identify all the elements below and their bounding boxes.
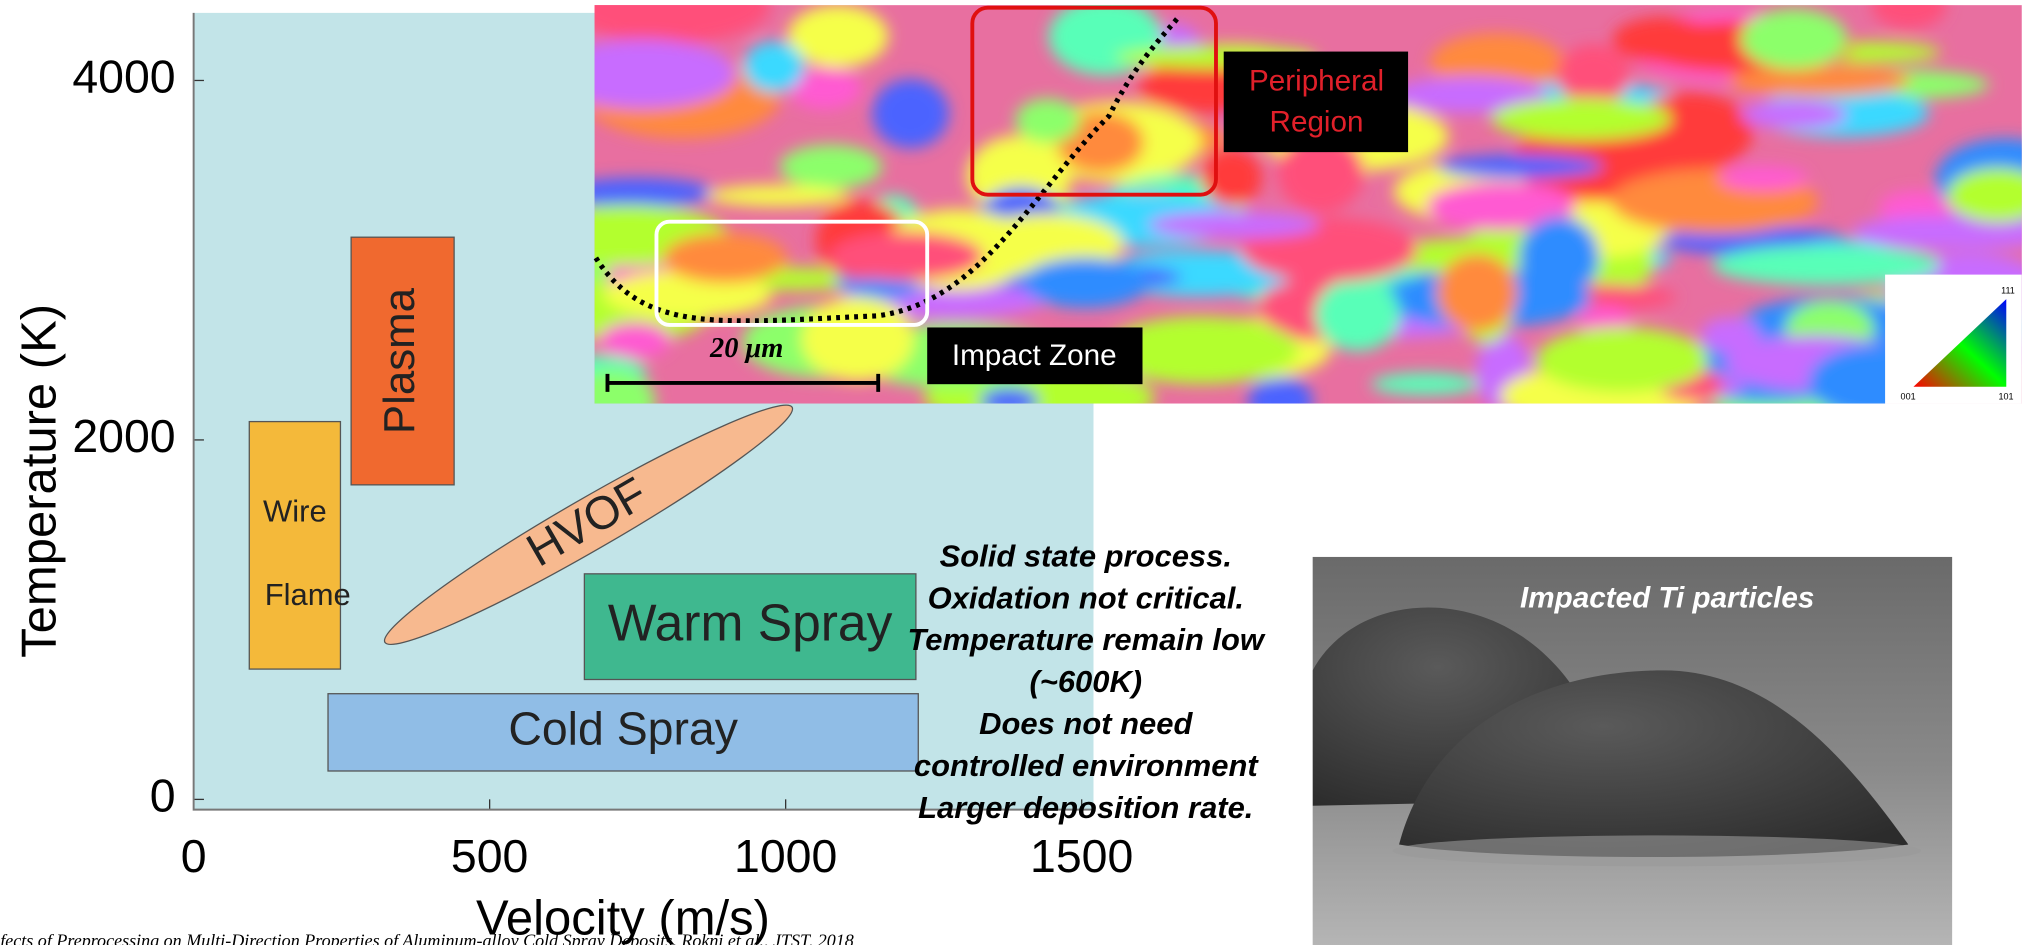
region-label: Wire bbox=[263, 493, 327, 528]
page: {"chart_data":{"type":"range","x_label":… bbox=[0, 0, 2022, 945]
y-tick-label: 0 bbox=[150, 770, 176, 822]
grain bbox=[1557, 44, 1630, 105]
note-line: Temperature remain low bbox=[908, 622, 1266, 657]
grain bbox=[1612, 17, 1715, 64]
sem-title: Impacted Ti particles bbox=[1520, 581, 1814, 614]
note-line: Oxidation not critical. bbox=[928, 580, 1244, 615]
x-tick-label: 0 bbox=[181, 830, 207, 882]
impact-label: Impact Zone bbox=[952, 339, 1117, 372]
sem-image: Impacted Ti particles bbox=[1313, 557, 1952, 945]
grain bbox=[1437, 254, 1517, 332]
ipf-label: 111 bbox=[2001, 286, 2015, 296]
grain bbox=[788, 5, 889, 67]
grain bbox=[1741, 9, 1848, 69]
grain bbox=[1536, 327, 1708, 392]
grain bbox=[1248, 377, 1313, 424]
region-label: Warm Spray bbox=[608, 593, 893, 651]
grain bbox=[779, 145, 882, 189]
grain bbox=[1729, 66, 1910, 97]
ipf-label: 001 bbox=[1901, 391, 1916, 401]
note-line: Larger deposition rate. bbox=[918, 790, 1253, 825]
grain bbox=[1491, 98, 1671, 140]
peripheral-label: Region bbox=[1270, 106, 1364, 139]
y-tick-label: 4000 bbox=[72, 51, 175, 103]
scale-label: 20 μm bbox=[709, 333, 783, 364]
ipf-label: 101 bbox=[1999, 391, 2014, 401]
ebsd-image: Peripheral Region Impact Zone 20 μm 111 … bbox=[497, 0, 2022, 436]
region-label: Flame bbox=[265, 577, 351, 612]
grain bbox=[1202, 149, 1262, 206]
grain bbox=[707, 185, 850, 206]
particle-rim bbox=[1393, 835, 1922, 866]
x-tick-label: 1000 bbox=[734, 830, 837, 882]
grain bbox=[802, 297, 914, 382]
note-line: Does not need bbox=[979, 706, 1193, 741]
x-tick-label: 500 bbox=[451, 830, 528, 882]
grain bbox=[1438, 154, 1603, 178]
grain bbox=[1015, 98, 1080, 142]
peripheral-label: Peripheral bbox=[1249, 64, 1384, 97]
grain bbox=[829, 232, 983, 281]
y-tick-label: 2000 bbox=[72, 410, 175, 462]
slide: 050010001500020004000Velocity (m/s)Tempe… bbox=[0, 0, 2022, 945]
y-axis-label: Temperature (K) bbox=[13, 304, 67, 658]
grain bbox=[1022, 258, 1150, 309]
note-line: (~600K) bbox=[1029, 664, 1142, 699]
grain bbox=[663, 233, 787, 283]
grain bbox=[599, 322, 671, 358]
region-label: Cold Spray bbox=[508, 703, 738, 755]
note-line: controlled environment bbox=[914, 748, 1259, 783]
grain bbox=[872, 79, 949, 149]
grain bbox=[1148, 211, 1319, 238]
grain bbox=[1519, 216, 1599, 297]
x-tick-label: 1500 bbox=[1030, 830, 1133, 882]
citation: fects of Preprocessing on Multi-Directio… bbox=[0, 931, 854, 945]
note-line: Solid state process. bbox=[940, 538, 1232, 573]
grain bbox=[1315, 278, 1400, 351]
grain bbox=[1718, 166, 1808, 191]
grain bbox=[743, 41, 804, 92]
region bbox=[249, 422, 340, 669]
region-label: Plasma bbox=[375, 287, 424, 434]
grain bbox=[1371, 373, 1478, 395]
grain bbox=[1741, 100, 1847, 128]
